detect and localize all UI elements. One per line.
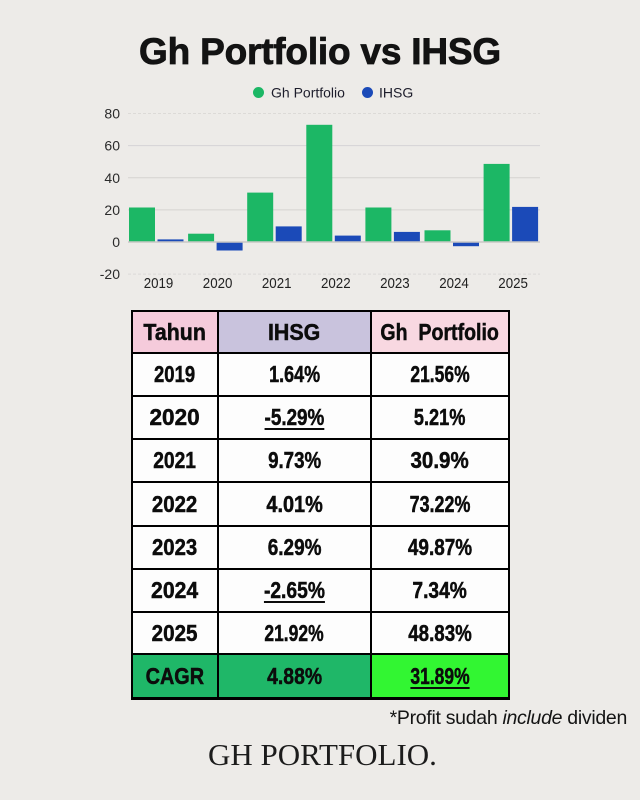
svg-text:0: 0 — [112, 234, 120, 250]
svg-text:-20: -20 — [100, 266, 120, 282]
svg-text:2020: 2020 — [203, 275, 233, 292]
svg-text:2023: 2023 — [380, 275, 410, 292]
svg-text:60: 60 — [104, 138, 120, 154]
svg-text:2024: 2024 — [439, 275, 469, 292]
svg-text:20: 20 — [104, 202, 120, 218]
svg-text:2022: 2022 — [321, 275, 351, 292]
svg-text:2021: 2021 — [262, 275, 292, 292]
svg-text:40: 40 — [104, 170, 120, 186]
svg-text:Gh Portfolio: Gh Portfolio — [271, 85, 345, 101]
svg-text:80: 80 — [104, 106, 120, 122]
svg-text:2019: 2019 — [144, 275, 174, 292]
svg-text:IHSG: IHSG — [379, 85, 413, 101]
svg-text:2025: 2025 — [498, 275, 528, 292]
